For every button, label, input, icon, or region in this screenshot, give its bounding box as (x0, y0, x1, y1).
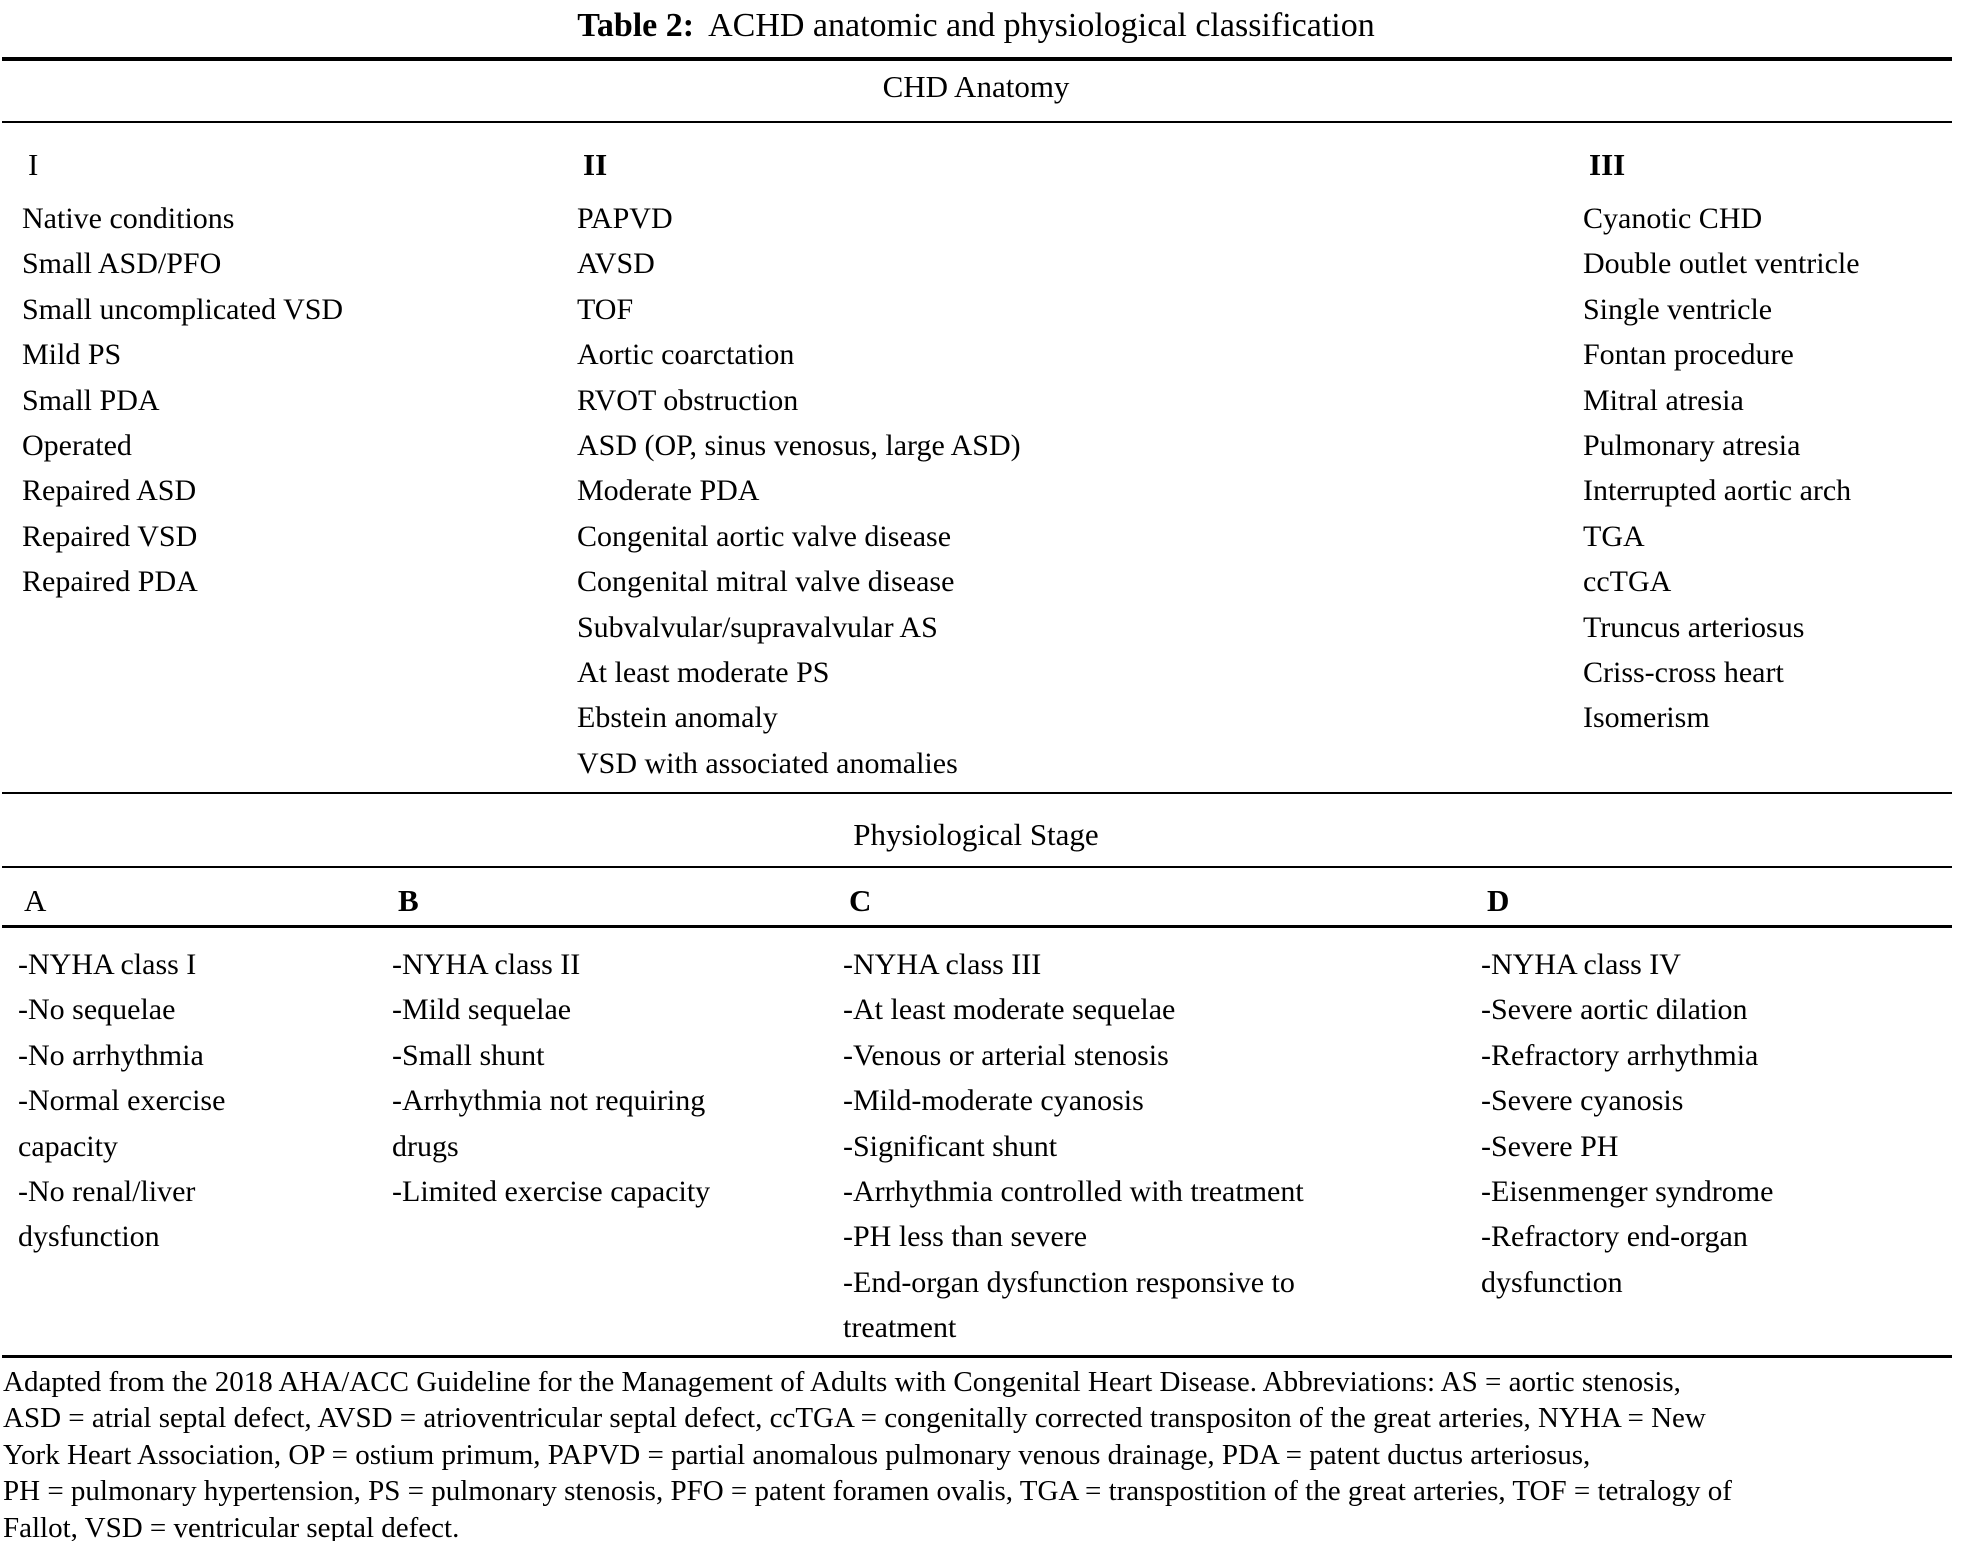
list-item: Repaired VSD (22, 519, 198, 553)
list-item: -Arrhythmia not requiring drugs (392, 1084, 706, 1163)
list-item: Mitral atresia (1583, 383, 1744, 417)
anatomy-column-3-header: III (1589, 147, 1626, 182)
list-item: -NYHA class II (392, 948, 581, 981)
list-item: Truncus arteriosus (1583, 610, 1805, 644)
footnote-line: PH = pulmonary hypertension, PS = pulmon… (3, 1475, 1732, 1508)
list-item: -End-organ dysfunction responsive to tre… (843, 1265, 1295, 1345)
list-item: -No arrhythmia (18, 1038, 204, 1072)
list-item: -Mild sequelae (392, 993, 572, 1027)
list-item: -No sequelae (18, 993, 176, 1027)
list-item: Repaired PDA (22, 565, 198, 599)
stage-column-a-header: A (24, 883, 47, 918)
footnote-line: Fallot, VSD = ventricular septal defect. (3, 1511, 460, 1541)
list-item: ASD (OP, sinus venosus, large ASD) (577, 429, 1021, 463)
stage-column-d-header: D (1487, 883, 1510, 918)
stage-column-d: D -NYHA class IV -Severe aortic dilation -… (1481, 878, 1821, 1305)
list-item: -Severe aortic dilation (1481, 993, 1748, 1027)
list-item: ccTGA (1583, 565, 1672, 599)
list-item: -Eisenmenger syndrome (1481, 1175, 1774, 1209)
list-item: AVSD (577, 247, 655, 281)
list-item: Small uncomplicated VSD (22, 292, 344, 326)
rule-above-stage-heading (2, 792, 1952, 794)
list-item: Operated (22, 429, 132, 463)
list-item: -Small shunt (392, 1038, 545, 1072)
anatomy-column-3-items: Cyanotic CHD Double outlet ventricle Singl… (1583, 196, 1963, 741)
stage-column-b-items: -NYHA class II -Mild sequelae -Small shunt… (392, 942, 742, 1214)
list-item: TGA (1583, 519, 1645, 553)
list-item: Congenital aortic valve disease (577, 519, 952, 553)
anatomy-column-1: I Native conditions Small ASD/PFO Small un… (22, 142, 567, 605)
anatomy-column-1-items: Native conditions Small ASD/PFO Small unco… (22, 196, 567, 605)
list-item: Congenital mitral valve disease (577, 565, 955, 599)
list-item: Native conditions (22, 202, 235, 235)
footnote: Adapted from the 2018 AHA/ACC Guideline … (3, 1364, 1953, 1541)
list-item: VSD with associated anomalies (577, 746, 958, 780)
stage-section-heading: Physiological Stage (853, 817, 1099, 852)
stage-column-c: C -NYHA class III -At least moderate sequ… (843, 878, 1363, 1351)
list-item: -Severe PH (1481, 1129, 1619, 1163)
rule-under-stage-heading (2, 866, 1952, 868)
rule-under-anatomy-heading (2, 121, 1952, 123)
list-item: At least moderate PS (577, 656, 830, 690)
anatomy-column-1-header: I (28, 147, 39, 182)
stage-column-a: A -NYHA class I -No sequelae -No arrhythmi… (18, 878, 318, 1260)
list-item: Small PDA (22, 383, 160, 417)
list-item: -Arrhythmia controlled with treatment (843, 1175, 1304, 1209)
anatomy-column-2-items: PAPVD AVSD TOF Aortic coarctation RVOT obstr… (577, 196, 1572, 786)
list-item: Double outlet ventricle (1583, 247, 1860, 281)
list-item: Ebstein anomaly (577, 701, 778, 735)
rule-under-title (2, 57, 1952, 61)
list-item: -At least moderate sequelae (843, 993, 1176, 1027)
list-item: -Refractory arrhythmia (1481, 1038, 1759, 1072)
footnote-line: York Heart Association, OP = ostium prim… (3, 1438, 1591, 1471)
list-item: -Mild-moderate cyanosis (843, 1084, 1144, 1118)
footnote-line: Adapted from the 2018 AHA/ACC Guideline … (3, 1366, 1681, 1398)
list-item: Mild PS (22, 338, 122, 372)
list-item: -Significant shunt (843, 1129, 1058, 1163)
list-item: Interrupted aortic arch (1583, 474, 1852, 508)
list-item: RVOT obstruction (577, 383, 799, 417)
anatomy-section-heading: CHD Anatomy (882, 69, 1070, 104)
list-item: Repaired ASD (22, 474, 197, 508)
list-item: Subvalvular/supravalvular AS (577, 610, 938, 644)
table-title: Table 2: ACHD anatomic and physiological … (0, 2, 1952, 50)
list-item: -NYHA class IV (1481, 948, 1681, 981)
stage-column-d-items: -NYHA class IV -Severe aortic dilation -Re… (1481, 942, 1821, 1305)
list-item: -Refractory end-organ dysfunction (1481, 1220, 1748, 1299)
list-item: -Venous or arterial stenosis (843, 1038, 1169, 1072)
list-item: Single ventricle (1583, 292, 1773, 326)
list-item: -Severe cyanosis (1481, 1084, 1684, 1118)
stage-column-b-header: B (398, 883, 419, 918)
anatomy-column-3: III Cyanotic CHD Double outlet ventricle S… (1583, 142, 1963, 741)
list-item: Aortic coarctation (577, 338, 795, 372)
footnote-line: ASD = atrial septal defect, AVSD = atrio… (3, 1402, 1706, 1435)
list-item: -Limited exercise capacity (392, 1175, 711, 1209)
stage-column-c-items: -NYHA class III -At least moderate sequel… (843, 942, 1363, 1351)
list-item: -NYHA class III (843, 948, 1042, 981)
stage-column-a-items: -NYHA class I -No sequelae -No arrhythmia -… (18, 942, 318, 1260)
list-item: Moderate PDA (577, 474, 760, 508)
stage-column-b: B -NYHA class II -Mild sequelae -Small shu… (392, 878, 742, 1214)
list-item: Fontan procedure (1583, 338, 1794, 372)
list-item: -NYHA class I (18, 948, 197, 981)
rule-under-stage-headers (2, 925, 1952, 928)
list-item: Isomerism (1583, 701, 1710, 735)
anatomy-column-2: II PAPVD AVSD TOF Aortic coarctation RVOT ob… (577, 142, 1572, 786)
list-item: Cyanotic CHD (1583, 202, 1763, 235)
list-item: PAPVD (577, 202, 673, 235)
list-item: -PH less than severe (843, 1220, 1088, 1254)
stage-column-c-header: C (849, 883, 872, 918)
table-number-label: Table 2: (577, 7, 695, 44)
list-item: -Normal exercise capacity (18, 1084, 226, 1163)
list-item: Criss-cross heart (1583, 656, 1784, 690)
list-item: Small ASD/PFO (22, 247, 222, 281)
anatomy-column-2-header: II (583, 147, 608, 182)
list-item: TOF (577, 292, 634, 326)
list-item: -No renal/liver dysfunction (18, 1175, 196, 1254)
list-item: Pulmonary atresia (1583, 429, 1801, 463)
rule-above-footnote (2, 1355, 1952, 1358)
table-title-text: ACHD anatomic and physiological classifi… (708, 7, 1375, 44)
